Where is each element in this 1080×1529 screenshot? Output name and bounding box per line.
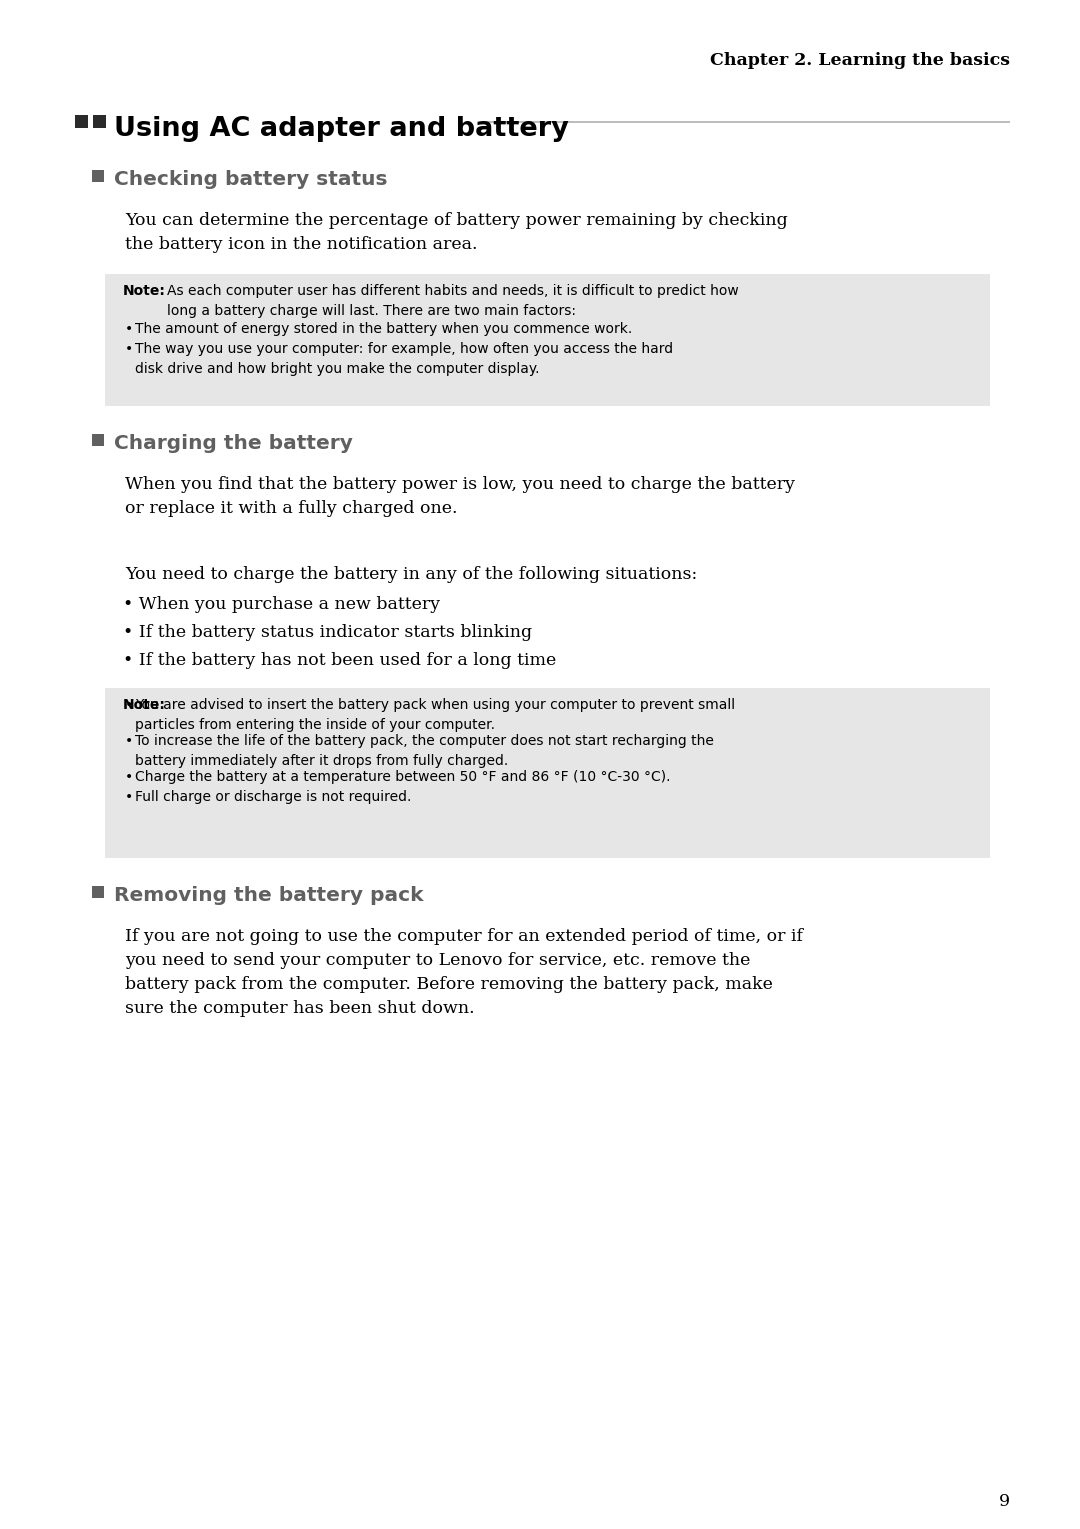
Text: Charge the battery at a temperature between 50 °F and 86 °F (10 °C-30 °C).: Charge the battery at a temperature betw…: [135, 771, 671, 784]
Text: The way you use your computer: for example, how often you access the hard
disk d: The way you use your computer: for examp…: [135, 341, 673, 376]
Text: Charging the battery: Charging the battery: [114, 434, 353, 453]
Text: To increase the life of the battery pack, the computer does not start recharging: To increase the life of the battery pack…: [135, 734, 714, 768]
Text: You need to charge the battery in any of the following situations:: You need to charge the battery in any of…: [125, 566, 698, 583]
FancyBboxPatch shape: [105, 688, 990, 858]
FancyBboxPatch shape: [75, 115, 87, 128]
FancyBboxPatch shape: [92, 434, 104, 446]
Text: Note:: Note:: [123, 699, 166, 713]
Text: •: •: [125, 699, 133, 713]
Text: • When you purchase a new battery: • When you purchase a new battery: [123, 596, 441, 613]
Text: •: •: [125, 771, 133, 784]
Text: •: •: [125, 789, 133, 804]
Text: When you find that the battery power is low, you need to charge the battery
or r: When you find that the battery power is …: [125, 476, 795, 517]
Text: If you are not going to use the computer for an extended period of time, or if
y: If you are not going to use the computer…: [125, 928, 804, 1017]
Text: • If the battery status indicator starts blinking: • If the battery status indicator starts…: [123, 624, 532, 641]
Text: You can determine the percentage of battery power remaining by checking
the batt: You can determine the percentage of batt…: [125, 213, 787, 254]
Text: •: •: [125, 341, 133, 356]
FancyBboxPatch shape: [93, 115, 106, 128]
Text: As each computer user has different habits and needs, it is difficult to predict: As each computer user has different habi…: [167, 284, 739, 318]
Text: Checking battery status: Checking battery status: [114, 170, 388, 190]
FancyBboxPatch shape: [92, 170, 104, 182]
Text: Removing the battery pack: Removing the battery pack: [114, 885, 423, 905]
Text: Note:: Note:: [123, 284, 166, 298]
Text: • If the battery has not been used for a long time: • If the battery has not been used for a…: [123, 651, 556, 670]
FancyBboxPatch shape: [92, 885, 104, 898]
Text: •: •: [125, 734, 133, 748]
Text: •: •: [125, 323, 133, 336]
FancyBboxPatch shape: [105, 274, 990, 407]
Text: You are advised to insert the battery pack when using your computer to prevent s: You are advised to insert the battery pa…: [135, 699, 735, 732]
Text: Chapter 2. Learning the basics: Chapter 2. Learning the basics: [710, 52, 1010, 69]
Text: Full charge or discharge is not required.: Full charge or discharge is not required…: [135, 789, 411, 804]
Text: Using AC adapter and battery: Using AC adapter and battery: [114, 116, 569, 142]
Text: The amount of energy stored in the battery when you commence work.: The amount of energy stored in the batte…: [135, 323, 632, 336]
Text: 9: 9: [999, 1492, 1010, 1511]
